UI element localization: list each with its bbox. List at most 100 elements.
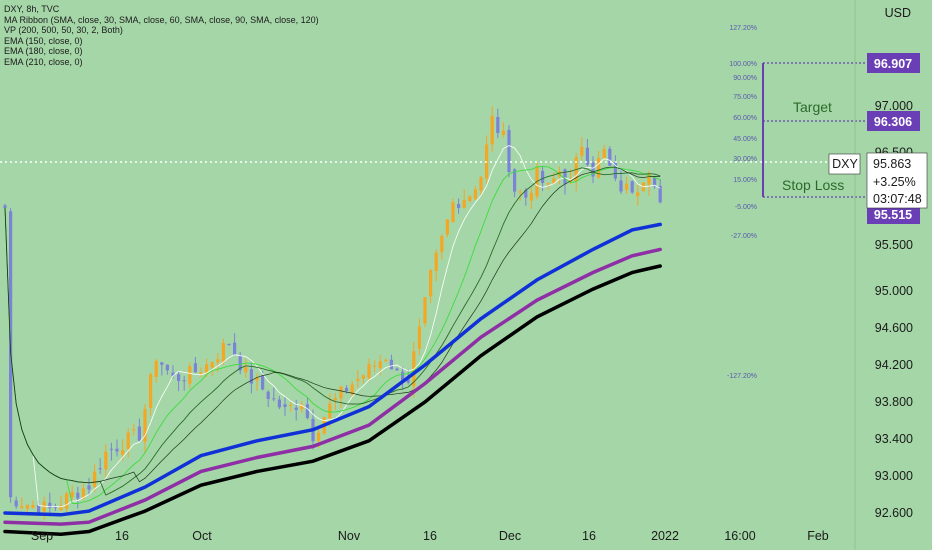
candle-body[interactable] xyxy=(255,377,259,381)
candle-body[interactable] xyxy=(647,174,651,185)
candle-body[interactable] xyxy=(350,384,354,395)
candle-body[interactable] xyxy=(294,407,298,410)
candle-body[interactable] xyxy=(468,196,472,201)
candle-body[interactable] xyxy=(25,504,29,509)
candle-body[interactable] xyxy=(70,491,74,497)
candle-body[interactable] xyxy=(238,354,242,371)
candle-body[interactable] xyxy=(378,361,382,368)
candle-body[interactable] xyxy=(188,366,192,384)
candle-body[interactable] xyxy=(182,380,186,382)
candle-body[interactable] xyxy=(65,493,69,509)
candle-body[interactable] xyxy=(199,372,203,375)
candle-body[interactable] xyxy=(171,372,175,377)
ema-210-line[interactable] xyxy=(3,264,662,537)
candle-body[interactable] xyxy=(205,364,209,374)
candle-body[interactable] xyxy=(552,178,556,184)
candle-body[interactable] xyxy=(165,364,169,371)
candle-body[interactable] xyxy=(328,403,332,419)
candle-body[interactable] xyxy=(417,326,421,349)
candle-body[interactable] xyxy=(513,169,517,192)
candle-body[interactable] xyxy=(473,189,477,199)
candle-body[interactable] xyxy=(283,404,287,407)
candle-body[interactable] xyxy=(104,451,108,470)
candle-body[interactable] xyxy=(546,183,550,185)
candle-body[interactable] xyxy=(266,391,270,399)
candle-body[interactable] xyxy=(496,116,500,134)
candle-body[interactable] xyxy=(233,342,237,356)
candle-body[interactable] xyxy=(658,185,662,203)
candle-body[interactable] xyxy=(384,359,388,362)
candle-body[interactable] xyxy=(529,192,533,201)
candle-body[interactable] xyxy=(333,398,337,401)
candle-body[interactable] xyxy=(244,367,248,373)
candle-body[interactable] xyxy=(490,115,494,145)
candle-body[interactable] xyxy=(42,501,46,512)
candle-body[interactable] xyxy=(98,468,102,470)
candle-body[interactable] xyxy=(249,369,253,384)
candle-body[interactable] xyxy=(193,363,197,373)
candle-body[interactable] xyxy=(210,362,214,368)
candle-body[interactable] xyxy=(121,450,125,455)
candle-body[interactable] xyxy=(356,378,360,381)
candle-body[interactable] xyxy=(445,219,449,235)
candle-body[interactable] xyxy=(451,202,455,223)
candle-body[interactable] xyxy=(115,448,119,452)
candle-body[interactable] xyxy=(221,343,225,363)
candle-body[interactable] xyxy=(585,147,589,165)
candle-body[interactable] xyxy=(389,359,393,370)
candle-body[interactable] xyxy=(81,488,85,499)
candle-body[interactable] xyxy=(423,297,427,324)
candle-body[interactable] xyxy=(401,371,405,383)
candle-body[interactable] xyxy=(625,183,629,190)
candle-body[interactable] xyxy=(462,199,466,208)
candle-body[interactable] xyxy=(160,362,164,365)
candle-body[interactable] xyxy=(406,379,410,383)
candle-body[interactable] xyxy=(608,148,612,166)
candle-body[interactable] xyxy=(305,404,309,419)
candle-body[interactable] xyxy=(143,409,147,442)
candle-body[interactable] xyxy=(541,170,545,184)
legend-ema150[interactable]: EMA (150, close, 0) xyxy=(4,35,83,46)
candle-body[interactable] xyxy=(14,500,18,507)
candle-body[interactable] xyxy=(216,359,220,363)
candle-body[interactable] xyxy=(429,270,433,297)
candle-body[interactable] xyxy=(339,386,343,399)
candle-body[interactable] xyxy=(317,432,321,441)
candle-body[interactable] xyxy=(361,375,365,379)
candle-body[interactable] xyxy=(154,360,158,377)
candle-body[interactable] xyxy=(367,363,371,378)
candle-body[interactable] xyxy=(524,190,528,198)
candle-body[interactable] xyxy=(479,177,483,191)
candle-body[interactable] xyxy=(76,492,80,499)
candle-body[interactable] xyxy=(580,146,584,156)
candle-body[interactable] xyxy=(149,374,153,408)
candle-body[interactable] xyxy=(457,204,461,208)
candle-body[interactable] xyxy=(48,502,52,508)
candle-body[interactable] xyxy=(507,129,511,173)
candle-body[interactable] xyxy=(93,471,97,487)
candle-body[interactable] xyxy=(636,192,640,197)
candle-body[interactable] xyxy=(87,485,91,490)
candle-body[interactable] xyxy=(602,148,606,159)
legend-ema180[interactable]: EMA (180, close, 0) xyxy=(4,46,83,56)
candle-body[interactable] xyxy=(132,429,136,431)
candle-body[interactable] xyxy=(3,205,7,208)
candle-body[interactable] xyxy=(177,374,181,381)
candle-body[interactable] xyxy=(345,387,349,392)
ema-150-line[interactable] xyxy=(3,222,662,517)
candle-body[interactable] xyxy=(59,505,63,511)
candle-body[interactable] xyxy=(272,398,276,400)
candle-body[interactable] xyxy=(261,375,265,390)
ema-180-line[interactable] xyxy=(3,247,662,526)
candle-body[interactable] xyxy=(395,368,399,371)
candle-body[interactable] xyxy=(434,252,438,271)
candle-body[interactable] xyxy=(109,448,113,450)
candle-body[interactable] xyxy=(440,236,444,252)
candle-body[interactable] xyxy=(126,432,130,450)
candle-body[interactable] xyxy=(37,505,41,514)
candle-body[interactable] xyxy=(289,405,293,407)
candle-body[interactable] xyxy=(597,158,601,178)
candle-body[interactable] xyxy=(373,365,377,367)
legend-ma-ribbon[interactable]: MA Ribbon (SMA, close, 30, SMA, close, 6… xyxy=(4,14,319,25)
